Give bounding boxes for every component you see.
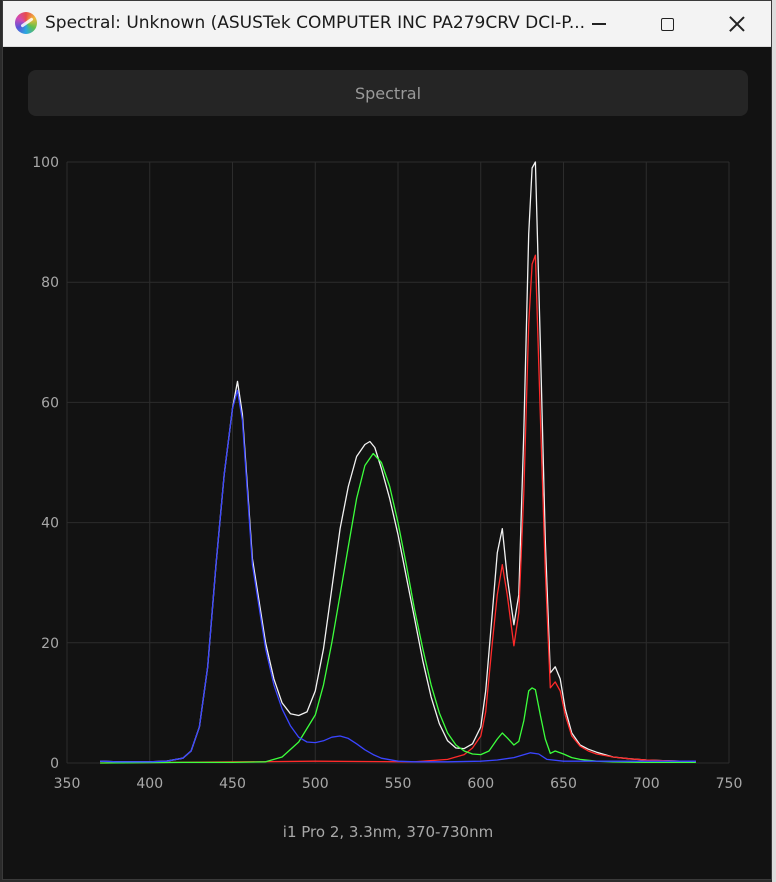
x-tick-label: 400 bbox=[136, 776, 163, 792]
y-tick-label: 20 bbox=[41, 636, 59, 652]
series-line-red bbox=[100, 254, 696, 764]
maximize-icon bbox=[660, 17, 674, 31]
colorimeter-app-icon bbox=[15, 12, 37, 34]
minimize-button[interactable] bbox=[571, 1, 627, 47]
instrument-info: i1 Pro 2, 3.3nm, 370-730nm bbox=[282, 823, 494, 841]
minimize-icon bbox=[592, 23, 606, 25]
x-tick-label: 650 bbox=[550, 776, 577, 792]
x-tick-label: 750 bbox=[716, 776, 743, 792]
series-line-total bbox=[100, 161, 696, 763]
x-tick-label: 600 bbox=[467, 776, 494, 792]
x-tick-label: 550 bbox=[385, 776, 412, 792]
y-tick-label: 0 bbox=[50, 756, 59, 772]
spectral-chart: 350 400 450 500 550 600 650 700 750 0 20 40 60 80 100 bbox=[32, 155, 743, 792]
x-tick-label: 500 bbox=[302, 776, 329, 792]
x-tick-label: 350 bbox=[54, 776, 81, 792]
chart-header-bar: Spectral bbox=[28, 70, 748, 116]
title-bar[interactable]: Spectral: Unknown (ASUSTek COMPUTER INC … bbox=[3, 1, 771, 47]
x-tick-label: 450 bbox=[219, 776, 246, 792]
background-window-edge bbox=[772, 0, 776, 882]
window-title: Spectral: Unknown (ASUSTek COMPUTER INC … bbox=[45, 13, 586, 33]
x-tick-label: 700 bbox=[633, 776, 660, 792]
y-tick-label: 60 bbox=[41, 395, 59, 411]
series-line-blue bbox=[100, 389, 696, 763]
series-line-green bbox=[100, 452, 696, 764]
chart-header-label: Spectral bbox=[354, 83, 422, 103]
y-tick-label: 100 bbox=[32, 155, 59, 171]
y-tick-label: 40 bbox=[41, 516, 59, 532]
y-tick-label: 80 bbox=[41, 275, 59, 291]
maximize-button[interactable] bbox=[639, 1, 695, 47]
